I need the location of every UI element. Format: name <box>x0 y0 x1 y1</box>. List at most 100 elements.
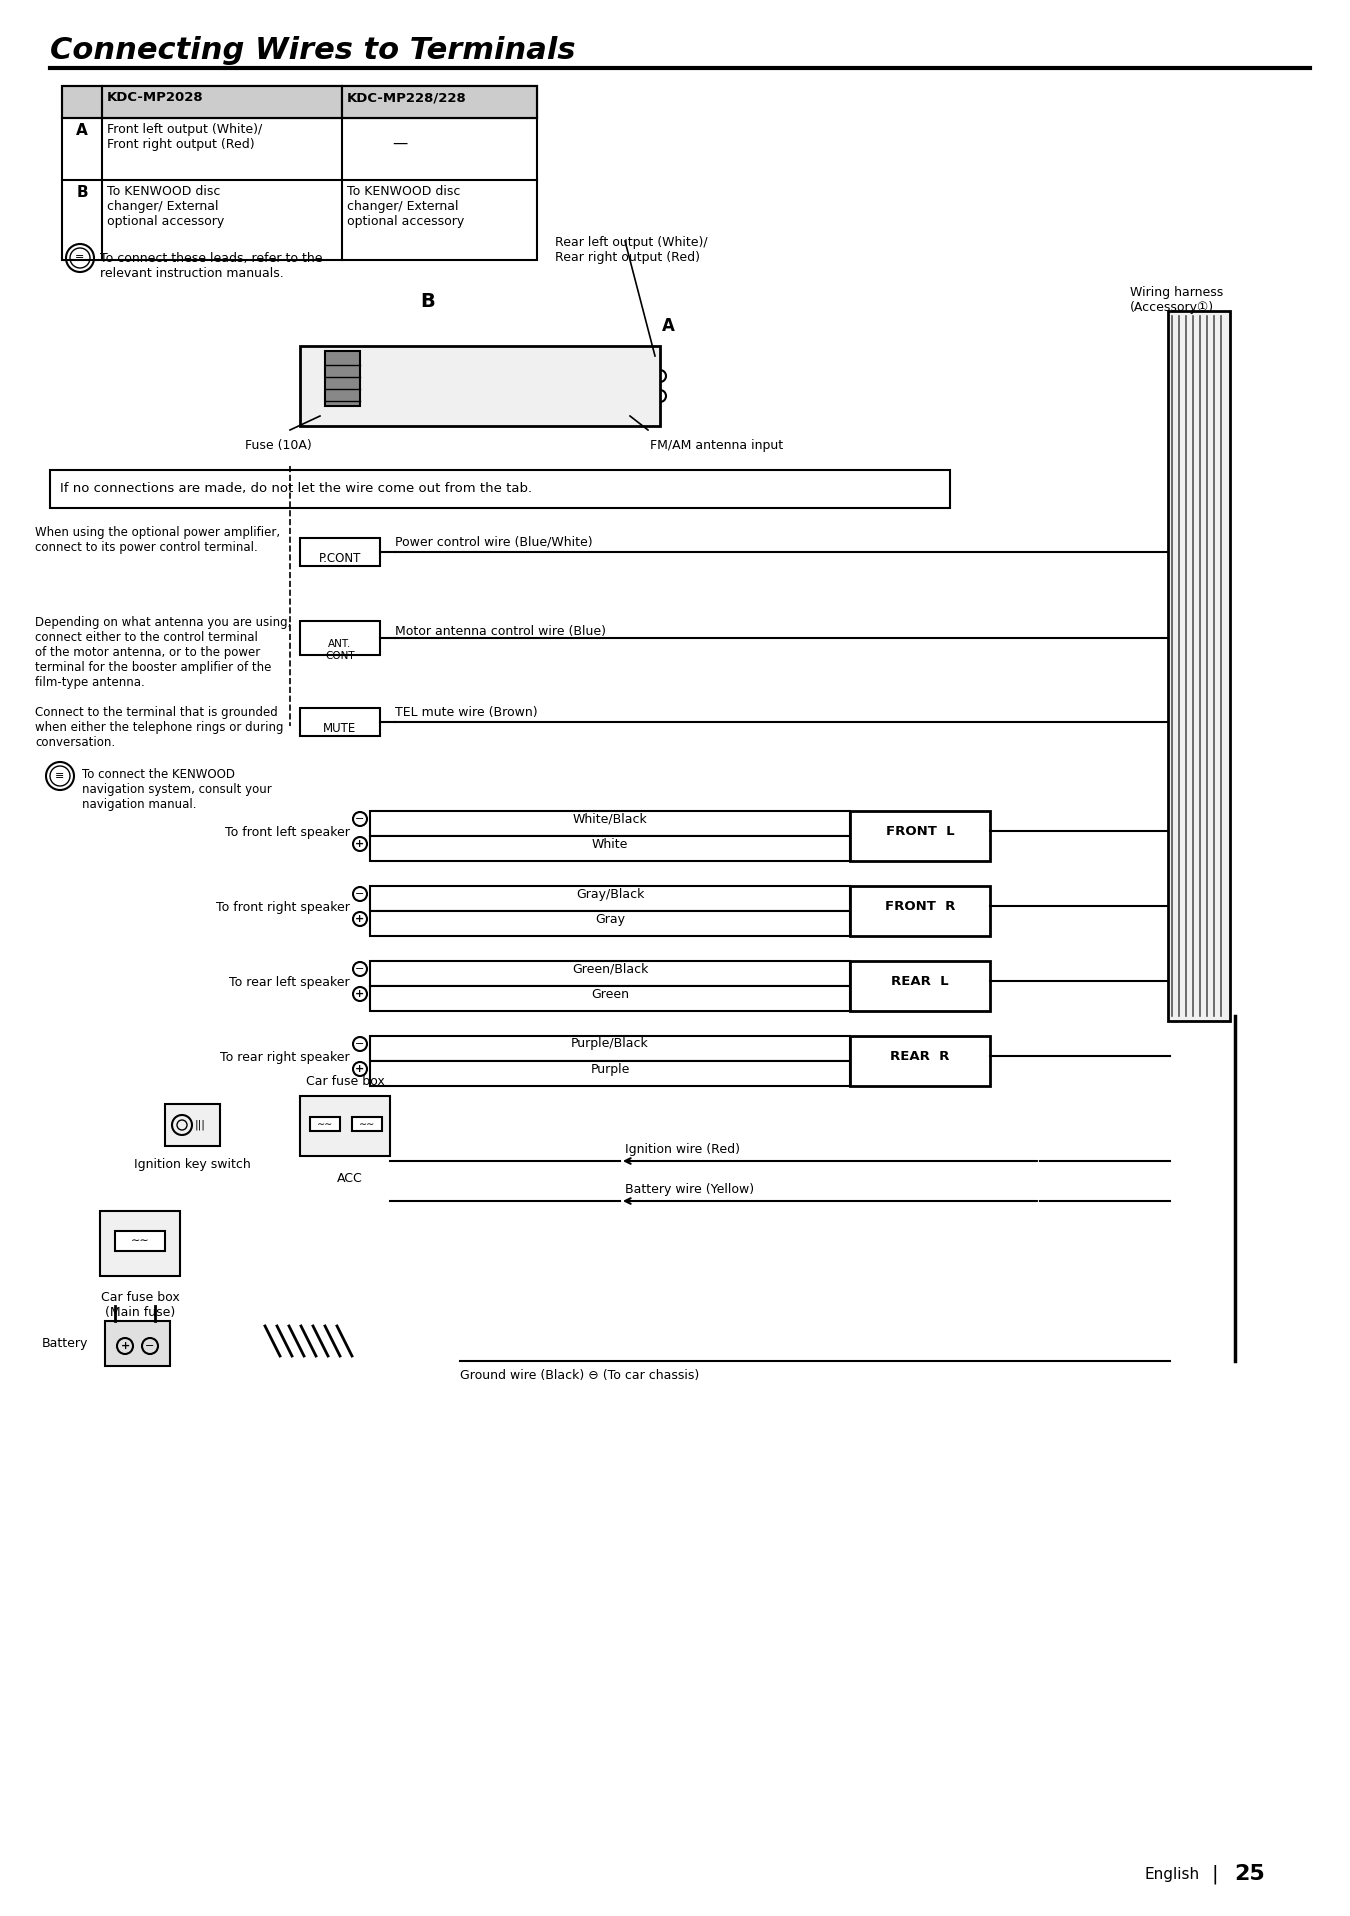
Circle shape <box>352 812 367 826</box>
Bar <box>100 1211 180 1276</box>
Text: To connect these leads, refer to the
relevant instruction manuals.: To connect these leads, refer to the rel… <box>100 253 323 280</box>
Text: Ignition key switch: Ignition key switch <box>134 1157 250 1171</box>
Bar <box>50 469 950 508</box>
Text: MUTE: MUTE <box>324 722 356 736</box>
Text: Battery: Battery <box>42 1337 88 1351</box>
Text: When using the optional power amplifier,
connect to its power control terminal.: When using the optional power amplifier,… <box>35 527 281 554</box>
Text: Gray/Black: Gray/Black <box>576 887 644 901</box>
Text: ∼∼: ∼∼ <box>359 1119 375 1129</box>
Text: Fuse (10A): Fuse (10A) <box>244 439 312 452</box>
Text: ANT.
CONT: ANT. CONT <box>325 640 355 661</box>
Text: +: + <box>355 914 364 924</box>
Text: If no connections are made, do not let the wire come out from the tab.: If no connections are made, do not let t… <box>59 483 532 494</box>
Text: ACC: ACC <box>338 1173 363 1184</box>
Bar <box>165 1104 220 1146</box>
Text: To KENWOOD disc
changer/ External
optional accessory: To KENWOOD disc changer/ External option… <box>347 186 464 228</box>
Text: White/Black: White/Black <box>572 812 648 826</box>
Text: To rear left speaker: To rear left speaker <box>230 975 350 989</box>
Text: To front right speaker: To front right speaker <box>216 901 350 914</box>
Bar <box>300 1096 390 1155</box>
Text: +: + <box>120 1341 130 1351</box>
Text: To KENWOOD disc
changer/ External
optional accessory: To KENWOOD disc changer/ External option… <box>107 186 224 228</box>
Text: Purple: Purple <box>590 1063 629 1075</box>
Text: +: + <box>355 839 364 849</box>
Bar <box>310 1117 340 1130</box>
Bar <box>370 987 850 1012</box>
Text: English: English <box>1145 1866 1200 1882</box>
Bar <box>300 709 379 736</box>
Bar <box>300 347 660 425</box>
Text: −: − <box>355 814 364 824</box>
Bar <box>62 86 537 261</box>
Bar <box>370 885 850 910</box>
Circle shape <box>352 887 367 901</box>
Text: ∼∼: ∼∼ <box>317 1119 333 1129</box>
Text: Depending on what antenna you are using,
connect either to the control terminal
: Depending on what antenna you are using,… <box>35 617 292 690</box>
Bar <box>850 962 990 1012</box>
Text: +: + <box>355 1063 364 1075</box>
Text: |: | <box>1212 1864 1218 1883</box>
Text: 25: 25 <box>1235 1864 1265 1883</box>
Bar <box>850 810 990 860</box>
Bar <box>300 538 379 565</box>
Text: −: − <box>355 1038 364 1048</box>
Bar <box>62 86 537 119</box>
Text: Rear left output (White)/
Rear right output (Red): Rear left output (White)/ Rear right out… <box>555 236 707 264</box>
Text: Car fuse box: Car fuse box <box>305 1075 385 1088</box>
Circle shape <box>352 1061 367 1077</box>
Circle shape <box>545 376 555 385</box>
Text: ∼∼: ∼∼ <box>131 1236 150 1245</box>
Text: Ignition wire (Red): Ignition wire (Red) <box>625 1144 740 1155</box>
Text: —: — <box>392 136 408 151</box>
Circle shape <box>505 376 514 385</box>
Circle shape <box>352 912 367 925</box>
Circle shape <box>525 376 535 385</box>
Bar <box>115 1230 165 1251</box>
Text: Green: Green <box>591 987 629 1000</box>
Bar <box>850 885 990 937</box>
Text: −: − <box>355 964 364 973</box>
Text: Purple/Black: Purple/Black <box>571 1037 649 1050</box>
Bar <box>300 621 379 655</box>
Text: REAR  L: REAR L <box>891 975 949 987</box>
Text: Car fuse box
(Main fuse): Car fuse box (Main fuse) <box>101 1291 180 1318</box>
Text: TEL mute wire (Brown): TEL mute wire (Brown) <box>396 705 537 718</box>
Circle shape <box>576 377 583 383</box>
Text: Gray: Gray <box>595 912 625 925</box>
Circle shape <box>352 962 367 975</box>
Text: To front left speaker: To front left speaker <box>225 826 350 839</box>
Text: |||: ||| <box>194 1119 205 1130</box>
Bar <box>342 86 537 119</box>
Text: A: A <box>76 123 88 138</box>
Text: B: B <box>421 291 435 310</box>
Circle shape <box>352 1037 367 1052</box>
Text: FM/AM antenna input: FM/AM antenna input <box>649 439 783 452</box>
Bar <box>850 1037 990 1086</box>
Text: A: A <box>662 316 675 335</box>
Text: P.CONT: P.CONT <box>319 552 362 565</box>
Circle shape <box>352 837 367 851</box>
Text: Wiring harness
(Accessory①): Wiring harness (Accessory①) <box>1130 285 1223 314</box>
Text: REAR  R: REAR R <box>890 1050 949 1063</box>
Text: ≡: ≡ <box>55 770 65 782</box>
Text: To rear right speaker: To rear right speaker <box>220 1050 350 1063</box>
Text: ≡: ≡ <box>76 253 85 262</box>
Text: −: − <box>146 1341 155 1351</box>
Bar <box>370 962 850 987</box>
Text: Motor antenna control wire (Blue): Motor antenna control wire (Blue) <box>396 625 606 638</box>
Bar <box>103 86 342 119</box>
Bar <box>370 1037 850 1061</box>
Text: Front left output (White)/
Front right output (Red): Front left output (White)/ Front right o… <box>107 123 262 151</box>
Bar <box>105 1320 170 1366</box>
Text: Battery wire (Yellow): Battery wire (Yellow) <box>625 1182 755 1196</box>
Text: Connect to the terminal that is grounded
when either the telephone rings or duri: Connect to the terminal that is grounded… <box>35 705 284 749</box>
Text: Green/Black: Green/Black <box>572 962 648 975</box>
Bar <box>370 835 850 860</box>
Text: Ground wire (Black) ⊖ (To car chassis): Ground wire (Black) ⊖ (To car chassis) <box>460 1370 699 1383</box>
Text: −: − <box>355 889 364 899</box>
Text: Power control wire (Blue/White): Power control wire (Blue/White) <box>396 535 593 548</box>
Bar <box>370 810 850 835</box>
Text: +: + <box>355 989 364 998</box>
Text: To connect the KENWOOD
navigation system, consult your
navigation manual.: To connect the KENWOOD navigation system… <box>82 768 271 810</box>
Text: FRONT  L: FRONT L <box>886 824 954 837</box>
